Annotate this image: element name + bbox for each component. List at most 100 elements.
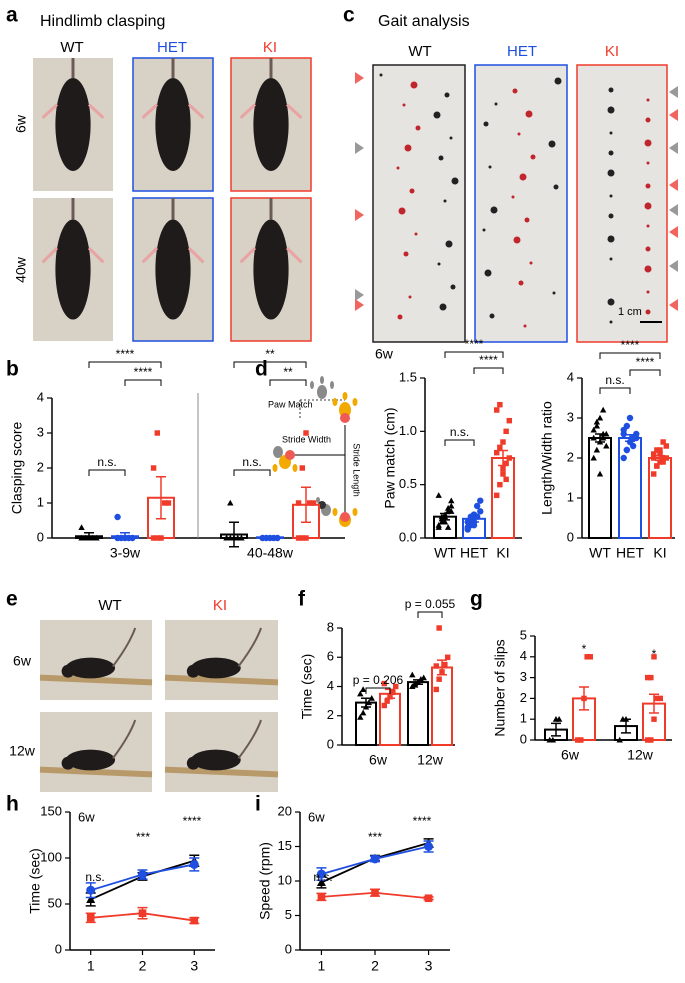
y-tick-label: 0 [55, 941, 62, 956]
marker [596, 470, 604, 477]
marker [371, 888, 379, 897]
marker [448, 497, 455, 504]
gait-diagram [272, 376, 358, 527]
bar [618, 437, 642, 539]
diagram-label: Paw Match [268, 399, 313, 409]
marker [663, 443, 670, 449]
mouse [155, 219, 191, 320]
marker [648, 737, 654, 743]
marker [620, 454, 627, 462]
y-tick-label: 1 [567, 489, 574, 504]
footprint [396, 166, 400, 170]
footprint [609, 257, 613, 261]
marker [161, 500, 168, 506]
y-axis-label: Clasping score [9, 421, 25, 514]
y-axis-label: Time (sec) [27, 848, 43, 914]
y-tick-label: 0 [567, 529, 574, 544]
diagram-label: Stride Length [352, 443, 362, 497]
marker [590, 454, 597, 461]
significance-bracket [233, 361, 307, 368]
panel-label: e [6, 588, 18, 611]
marker [651, 654, 657, 660]
footprint [644, 139, 652, 147]
marker [357, 690, 364, 697]
marker [424, 894, 433, 903]
limb [141, 103, 159, 119]
marker-arrow [669, 142, 678, 154]
mouse [55, 219, 91, 320]
x-axis-label: Day [130, 981, 155, 983]
marker [500, 439, 506, 445]
panel-label: a [6, 4, 18, 27]
marker [555, 716, 563, 722]
marker [648, 674, 654, 681]
marker [444, 504, 452, 511]
marker [503, 460, 509, 467]
limb [187, 103, 205, 119]
marker [477, 497, 484, 504]
marker [596, 414, 604, 421]
x-tick-label: 2 [371, 958, 379, 974]
diagram-label: Stride Width [282, 434, 331, 444]
row-label: 40w [13, 256, 29, 283]
error-bar [84, 532, 94, 541]
marker [442, 661, 448, 668]
marker [435, 492, 442, 498]
footprint [646, 224, 650, 228]
footprint [437, 262, 441, 266]
x-tick-label: KI [653, 545, 666, 561]
beam [39, 766, 153, 778]
marker [497, 401, 503, 408]
error-bar [498, 449, 508, 467]
y-tick-label: 4 [327, 678, 334, 693]
y-tick-label: 100 [40, 849, 62, 864]
y-tick-label: 6 [327, 649, 334, 664]
bar [379, 692, 401, 746]
marker-arrow [355, 142, 364, 154]
footprint [608, 87, 614, 93]
footprint [415, 125, 421, 131]
marker [448, 508, 455, 514]
marker [660, 455, 666, 461]
footprint [489, 313, 495, 319]
marker [464, 518, 471, 526]
bar [648, 457, 672, 539]
error-bar [265, 535, 275, 539]
y-tick-label: 2 [567, 449, 574, 464]
footprint [645, 309, 651, 315]
footprint [609, 320, 613, 324]
significance-bracket [599, 387, 631, 394]
marker [599, 434, 607, 441]
y-axis-label: Paw match (cm) [382, 407, 398, 508]
y-tick-label: 1.0 [399, 423, 417, 438]
marker [644, 737, 651, 743]
footprint [414, 232, 418, 236]
marker-arrow [669, 226, 678, 238]
marker [154, 430, 161, 436]
marker [310, 500, 317, 506]
gait-image [576, 64, 668, 343]
x-tick-label: 3 [190, 958, 198, 974]
footprint [530, 154, 536, 160]
marker [593, 422, 601, 429]
marker [424, 842, 434, 851]
marker [189, 859, 199, 869]
tail [237, 719, 262, 760]
marker [295, 535, 302, 541]
significance-bracket [599, 352, 661, 359]
marker [650, 471, 657, 477]
x-tick-label: 6w [561, 747, 580, 763]
marker [599, 406, 607, 413]
significance-bracket [365, 687, 391, 694]
marker [295, 500, 302, 506]
marker [467, 513, 475, 520]
footprint [402, 103, 406, 107]
marker [593, 446, 601, 453]
footprint [644, 265, 652, 273]
x-tick-label: HET [460, 545, 488, 561]
marker [623, 422, 631, 430]
marker [444, 654, 451, 660]
subtitle: 6w [308, 809, 325, 824]
limb [87, 246, 105, 264]
limb [141, 246, 159, 264]
